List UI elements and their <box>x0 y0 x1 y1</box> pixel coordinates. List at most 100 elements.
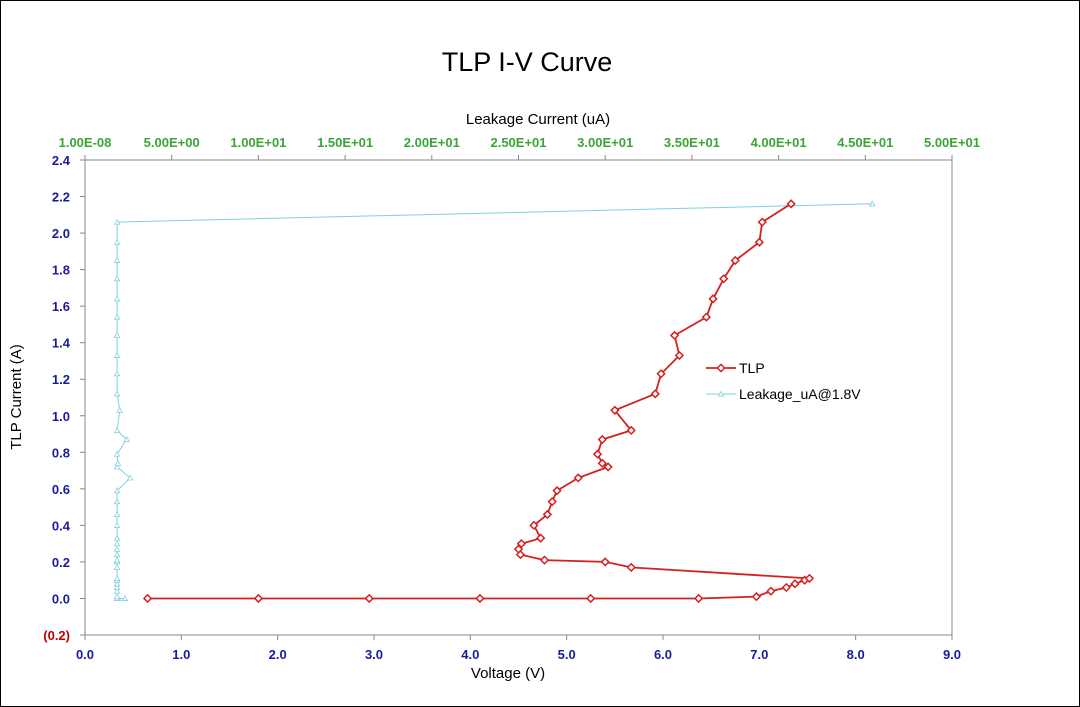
data-point <box>535 533 546 543</box>
y-tick-label: 0.2 <box>52 555 70 570</box>
x-tick-label: 2.0 <box>269 647 287 662</box>
data-point <box>573 473 583 483</box>
data-point <box>600 557 610 567</box>
data-point <box>113 584 121 590</box>
x2-tick-label: 2.00E+01 <box>404 135 460 150</box>
legend-item: Leakage_uA@1.8V <box>706 386 861 402</box>
data-point <box>113 556 121 563</box>
top-axis-title: Leakage Current (uA) <box>466 111 610 128</box>
data-point <box>142 593 153 604</box>
data-point <box>708 294 718 304</box>
legend-swatch-marker <box>716 363 726 373</box>
data-point <box>674 350 685 361</box>
data-point <box>669 330 680 341</box>
data-point <box>552 486 562 496</box>
data-point <box>113 540 121 547</box>
chart-title: TLP I-V Curve <box>442 47 613 77</box>
legend-swatch-marker <box>717 390 725 397</box>
data-point <box>123 436 130 442</box>
y-tick-label: 0.4 <box>52 518 71 533</box>
data-point <box>603 462 613 472</box>
legend-label: Leakage_uA@1.8V <box>739 386 861 402</box>
data-point <box>513 544 524 554</box>
x2-tick-label: 1.00E+01 <box>230 135 286 150</box>
data-point <box>113 545 121 552</box>
legend-item: TLP <box>706 360 765 376</box>
series-tlp <box>142 199 815 604</box>
axis-ticks: 0.0 1.0 2.0 3.0 4.0 5.0 6.0 7.0 8.0 9.0 1.00E-08 5.… <box>43 135 980 662</box>
x-tick-label: 7.0 <box>750 647 768 662</box>
data-point <box>113 426 121 433</box>
x-tick-label: 4.0 <box>461 647 479 662</box>
x-tick-label: 0.0 <box>76 647 94 662</box>
x-tick-label: 9.0 <box>943 647 961 662</box>
y-tick-label: 1.8 <box>52 263 70 278</box>
y-tick-label: 1.6 <box>52 299 70 314</box>
data-point <box>113 257 121 263</box>
y-tick-label: 2.2 <box>52 190 70 205</box>
data-point <box>650 389 660 399</box>
data-point <box>701 312 712 322</box>
data-point <box>757 217 767 227</box>
data-point <box>730 255 740 266</box>
y-tick-label: 2.0 <box>52 226 70 241</box>
x2-tick-label: 2.50E+01 <box>490 135 546 150</box>
y-tick-label: 2.4 <box>52 153 71 168</box>
series-leakage-ua-1-8v <box>113 200 876 601</box>
x2-tick-label: 3.50E+01 <box>664 135 720 150</box>
data-point <box>592 449 603 459</box>
data-point <box>113 593 121 600</box>
data-point <box>786 199 796 209</box>
y-axis-title: TLP Current (A) <box>8 344 25 450</box>
data-point <box>113 574 121 581</box>
data-point <box>719 274 729 284</box>
y-tick-label: 0.0 <box>52 591 70 606</box>
data-point <box>113 563 121 570</box>
y-tick-label: 1.4 <box>52 336 71 351</box>
data-point <box>113 218 121 225</box>
data-point <box>626 425 636 436</box>
x2-tick-label: 3.00E+01 <box>577 135 633 150</box>
x-tick-label: 6.0 <box>654 647 672 662</box>
data-point <box>113 313 121 320</box>
data-point <box>113 580 121 587</box>
data-point <box>113 498 121 505</box>
data-point <box>754 237 764 247</box>
data-point <box>766 586 776 596</box>
x2-tick-label: 1.50E+01 <box>317 135 373 150</box>
data-point <box>121 595 129 601</box>
data-point <box>626 562 636 573</box>
y-tick-label: 1.2 <box>52 372 70 387</box>
data-point <box>113 352 121 358</box>
data-point <box>597 458 607 468</box>
data-point <box>804 573 815 584</box>
data-point <box>751 591 762 602</box>
data-point <box>113 551 121 558</box>
data-point <box>475 593 485 604</box>
data-point <box>656 369 666 379</box>
legend: TLP Leakage_uA@1.8V <box>706 360 861 402</box>
data-point <box>113 295 121 302</box>
data-point <box>693 593 704 604</box>
data-point <box>781 582 791 593</box>
x2-tick-label: 4.00E+01 <box>751 135 807 150</box>
data-point <box>113 534 121 541</box>
x2-tick-label: 5.00E+01 <box>924 135 980 150</box>
data-point <box>113 587 121 594</box>
data-point <box>597 434 607 445</box>
data-point <box>253 593 264 604</box>
x2-tick-label: 5.00E+00 <box>144 135 200 150</box>
data-point <box>113 510 121 517</box>
data-point <box>539 555 550 565</box>
data-point <box>113 450 121 457</box>
data-point <box>586 593 596 604</box>
bottom-axis-title: Voltage (V) <box>471 665 545 682</box>
data-point <box>610 405 620 415</box>
data-point <box>114 459 122 466</box>
data-point <box>113 390 121 397</box>
data-point <box>113 463 121 470</box>
data-point <box>547 496 557 507</box>
x2-tick-label: 1.00E-08 <box>59 135 112 150</box>
